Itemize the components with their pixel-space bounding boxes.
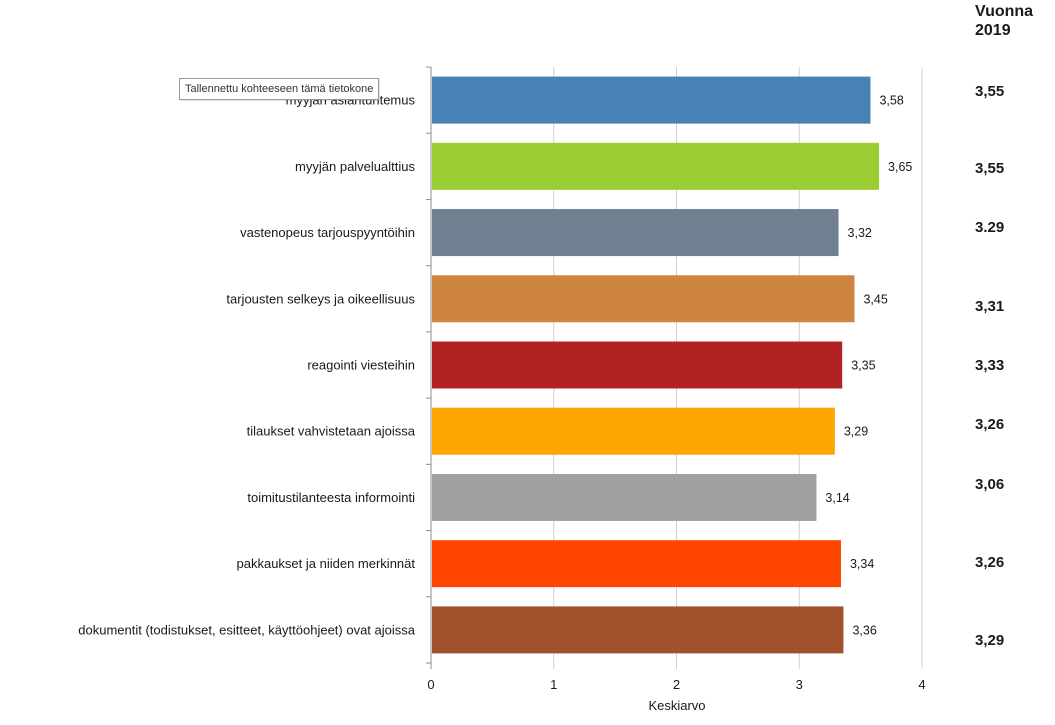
bar-4 [432, 341, 843, 389]
comparison-value-3: 3,31 [975, 298, 1005, 315]
bar-3 [432, 275, 855, 323]
value-label-4: 3,35 [851, 359, 875, 373]
bar-8 [432, 606, 844, 654]
x-tick-2: 2 [673, 677, 680, 692]
bar-0 [432, 76, 871, 124]
value-label-6: 3,14 [825, 491, 849, 505]
value-labels: 3,58 3,65 3,32 3,45 3,35 3,29 3,14 3,34 3,36 [825, 94, 912, 638]
x-tick-4: 4 [918, 677, 925, 692]
category-label-8: dokumentit (todistukset, esitteet, käytt… [78, 622, 416, 637]
comparison-value-8: 3,29 [975, 632, 1005, 649]
x-tick-1: 1 [550, 677, 557, 692]
bar-7 [432, 540, 841, 588]
value-label-2: 3,32 [848, 226, 872, 240]
comparison-value-4: 3,33 [975, 357, 1005, 374]
category-label-2: vastenopeus tarjouspyyntöihin [240, 225, 415, 240]
category-label-4: reagointi viesteihin [307, 358, 415, 373]
x-tick-3: 3 [796, 677, 803, 692]
x-tick-labels: 0 1 2 3 4 [427, 677, 925, 692]
comparison-header: Vuonna 2019 [975, 3, 1034, 39]
bar-2 [432, 209, 839, 257]
category-label-3: tarjousten selkeys ja oikeellisuus [226, 291, 415, 306]
comparison-value-0: 3,55 [975, 83, 1005, 100]
comparison-value-1: 3,55 [975, 160, 1005, 177]
comparison-value-6: 3,06 [975, 476, 1005, 493]
bars [432, 76, 880, 654]
bar-1 [432, 142, 880, 190]
tooltip: Tallennettu kohteeseen tämä tietokone [179, 78, 380, 100]
x-axis-title: Keskiarvo [648, 698, 705, 713]
x-tick-0: 0 [427, 677, 434, 692]
value-label-0: 3,58 [879, 94, 903, 108]
category-label-1: myyjän palvelualttius [295, 159, 415, 174]
value-label-1: 3,65 [888, 160, 912, 174]
bar-5 [432, 407, 835, 455]
bar-6 [432, 473, 817, 521]
value-label-7: 3,34 [850, 557, 874, 571]
comparison-value-5: 3,26 [975, 416, 1005, 433]
category-label-7: pakkaukset ja niiden merkinnät [237, 556, 416, 571]
value-label-3: 3,45 [863, 292, 887, 306]
value-label-5: 3,29 [844, 425, 868, 439]
comparison-value-7: 3,26 [975, 554, 1005, 571]
category-label-5: tilaukset vahvistetaan ajoissa [247, 424, 416, 439]
comparison-value-2: 3.29 [975, 219, 1005, 236]
category-label-6: toimitustilanteesta informointi [247, 490, 415, 505]
value-label-8: 3,36 [852, 623, 876, 637]
